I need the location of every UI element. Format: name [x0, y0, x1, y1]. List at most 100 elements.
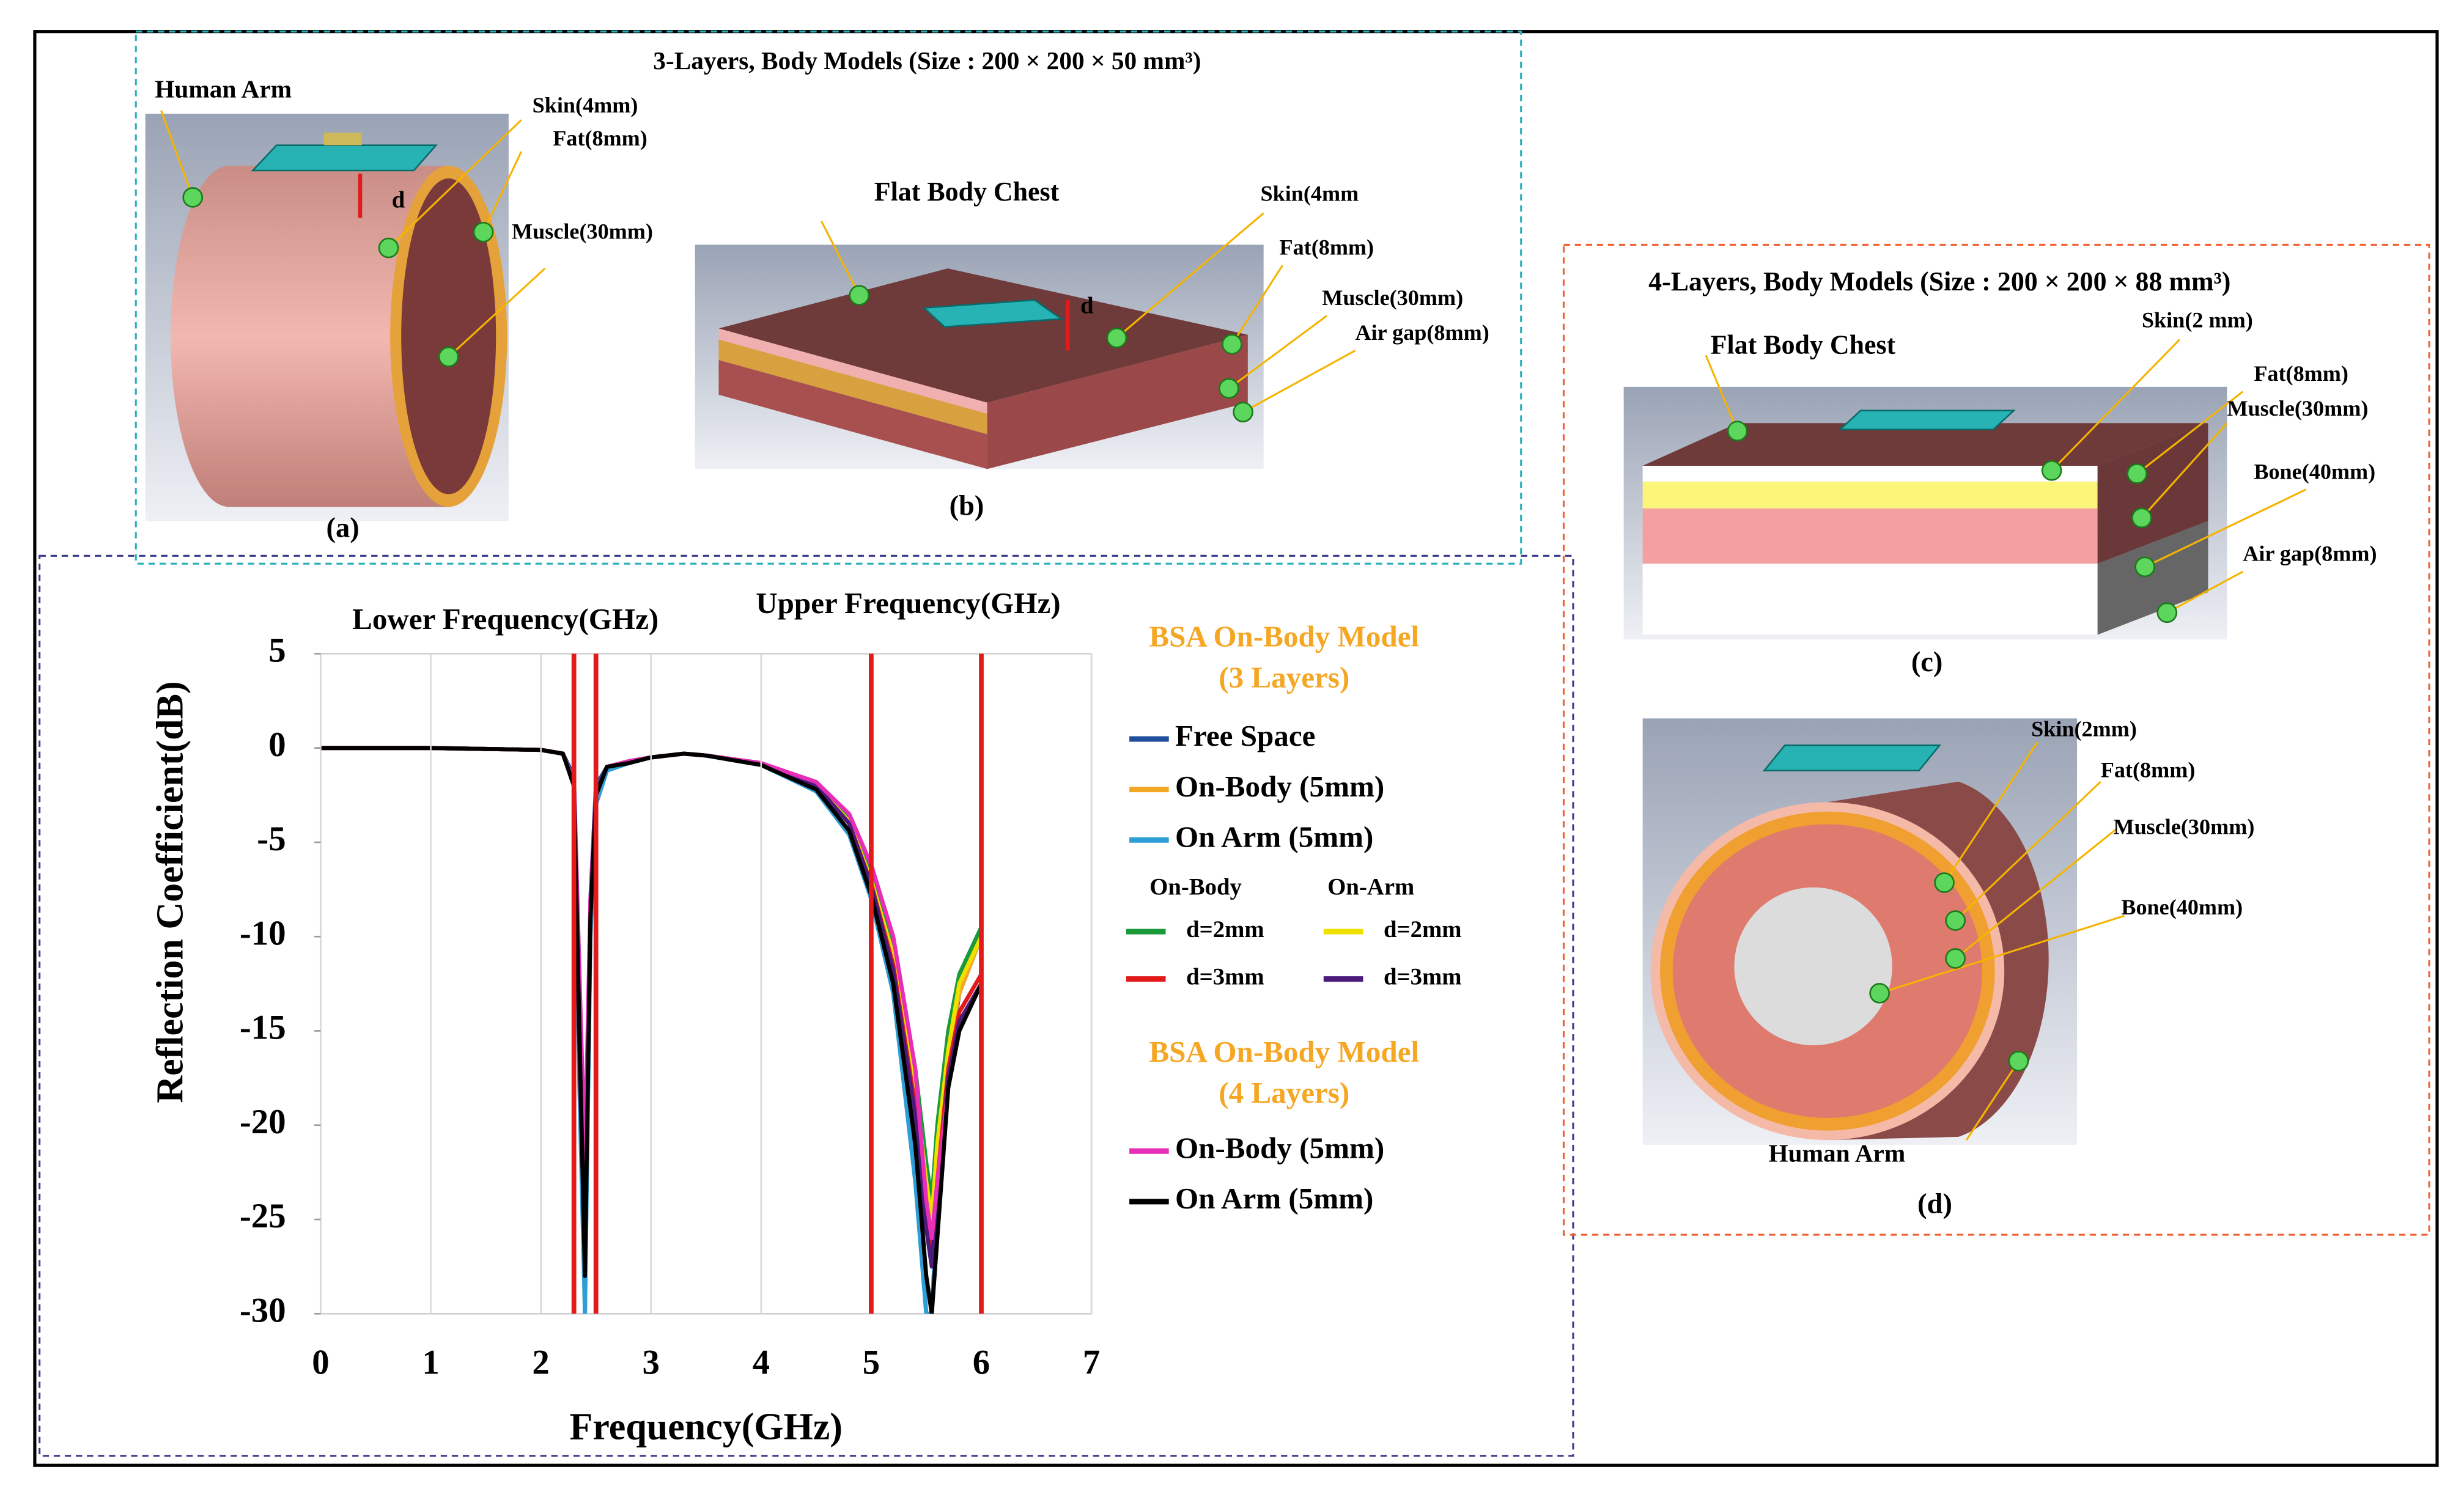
label: Skin(4mm — [1260, 182, 1359, 206]
label: Muscle(30mm) — [2227, 396, 2368, 421]
bone-layer — [1642, 564, 2098, 635]
label: Bone(40mm) — [2121, 895, 2243, 919]
fat-layer — [1642, 481, 2098, 509]
label: Human Arm — [1768, 1139, 1905, 1167]
legend-title: (4 Layers) — [1219, 1076, 1349, 1109]
label: Flat Body Chest — [1711, 330, 1896, 359]
muscle-layer — [718, 359, 987, 469]
caption: (d) — [1917, 1188, 1952, 1219]
caption: (b) — [950, 490, 984, 521]
legend-label: On-Body (5mm) — [1175, 770, 1384, 803]
legend-label: d=2mm — [1186, 916, 1264, 943]
marker — [182, 187, 204, 208]
legend-header: On-Body — [1149, 873, 1242, 900]
panel-d: Skin(2mm) Fat(8mm) Muscle(30mm) Bone(40m… — [1642, 716, 2254, 1219]
right-face-upper — [2097, 423, 2208, 564]
x-tick-label: 7 — [1083, 1344, 1100, 1382]
panel-b: Flat Body Chest Skin(4mm Fat(8mm) Muscle… — [695, 177, 1489, 521]
legend-label: Free Space — [1175, 719, 1315, 752]
x-tick-label: 1 — [422, 1344, 439, 1382]
legend-title: BSA On-Body Model — [1149, 1035, 1419, 1068]
label: Fat(8mm) — [2101, 758, 2196, 782]
y-tick-label: 5 — [268, 631, 286, 670]
skin-layer — [1642, 466, 2098, 482]
legend-label: On Arm (5mm) — [1175, 820, 1373, 854]
marker — [1869, 983, 1890, 1004]
y-tick-label: -30 — [240, 1291, 286, 1329]
marker — [438, 347, 459, 367]
y-tick-label: 0 — [268, 726, 286, 764]
label: Fat(8mm) — [1279, 235, 1374, 259]
panel-title: 4-Layers, Body Models (Size : 200 × 200 … — [1648, 267, 2230, 296]
legend-label: d=2mm — [1384, 916, 1462, 943]
marker — [1219, 378, 1239, 399]
legend-title: (3 Layers) — [1219, 661, 1349, 694]
marker — [2008, 1051, 2029, 1072]
panel-title: 3-Layers, Body Models (Size : 200 × 200 … — [653, 46, 1201, 75]
legend-label: On-Body (5mm) — [1175, 1131, 1384, 1164]
marker — [378, 237, 399, 259]
marker — [849, 285, 870, 306]
label: Fat(8mm) — [2254, 361, 2348, 386]
top-face — [718, 268, 1248, 403]
antenna — [251, 144, 438, 172]
annotation: Lower Frequency(GHz) — [352, 602, 658, 636]
x-axis-label: Frequency(GHz) — [570, 1406, 843, 1448]
annotation: Upper Frequency(GHz) — [756, 586, 1060, 620]
leaders — [820, 212, 1356, 413]
legend-label: On Arm (5mm) — [1175, 1182, 1373, 1215]
panel-ab-frame — [135, 31, 1522, 565]
label: Skin(2mm) — [2031, 716, 2137, 741]
label: Air gap(8mm) — [2243, 542, 2377, 566]
y-tick-label: -5 — [257, 820, 286, 858]
legend-label: d=3mm — [1186, 964, 1264, 990]
chart-frame — [39, 554, 1574, 1457]
marker — [1222, 334, 1242, 355]
label: Muscle(30mm) — [512, 219, 653, 244]
x-tick-label: 6 — [973, 1344, 990, 1382]
antenna — [922, 299, 1064, 328]
right-face — [987, 334, 1248, 469]
y-tick-label: -20 — [240, 1103, 286, 1141]
marker — [2126, 463, 2147, 484]
label: Flat Body Chest — [874, 177, 1060, 207]
leaders — [1705, 339, 2307, 614]
panel-c: 4-Layers, Body Models (Size : 200 × 200 … — [1623, 267, 2377, 678]
label: Skin(4mm) — [533, 93, 638, 117]
y-tick-label: -25 — [240, 1197, 286, 1235]
marker — [2156, 602, 2178, 623]
x-tick-label: 3 — [643, 1344, 660, 1382]
antenna — [1838, 410, 2016, 430]
label: Human Arm — [155, 75, 292, 103]
label: Air gap(8mm) — [1355, 320, 1489, 345]
connector — [323, 132, 362, 145]
label: d — [1080, 293, 1094, 319]
fat-layer — [718, 339, 987, 435]
x-tick-label: 2 — [532, 1344, 549, 1382]
marker — [2134, 556, 2155, 578]
bone-layer — [1734, 887, 1892, 1046]
marker — [2131, 507, 2152, 529]
legend-label: d=3mm — [1384, 964, 1462, 990]
marker — [473, 221, 494, 243]
muscle-layer — [401, 178, 496, 494]
label: Skin(2 mm) — [2142, 307, 2253, 332]
x-tick-label: 4 — [753, 1344, 770, 1382]
legend-header: On-Arm — [1327, 873, 1414, 900]
marker — [1934, 872, 1955, 893]
marker — [1233, 402, 1253, 423]
marker — [1945, 948, 1966, 969]
panel-a: 3-Layers, Body Models (Size : 200 × 200 … — [145, 46, 1201, 544]
caption: (a) — [326, 513, 360, 544]
marker — [1945, 910, 1966, 931]
y-tick-label: -10 — [240, 914, 286, 952]
marker — [1727, 421, 1748, 442]
x-tick-label: 5 — [863, 1344, 880, 1382]
leaders — [1879, 741, 2125, 1141]
label: Muscle(30mm) — [2113, 815, 2254, 839]
muscle-layer — [1642, 508, 2098, 564]
x-tick-label: 0 — [312, 1344, 329, 1382]
y-axis-label: Reflection Coefficient(dB) — [149, 681, 191, 1103]
marker — [2041, 460, 2062, 481]
